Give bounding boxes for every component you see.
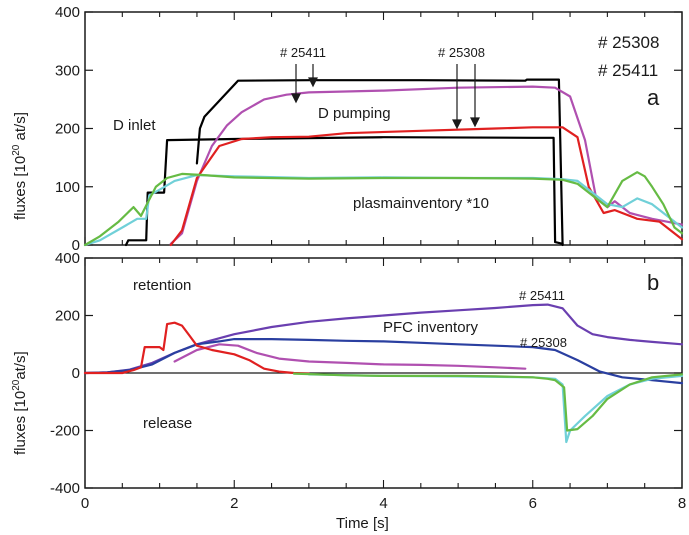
panel-b-xtick-label-4: 8	[678, 495, 686, 512]
series-label-25411: # 25411	[519, 288, 565, 303]
panel-b-ytick-label-2: 0	[72, 365, 80, 382]
shot-legend-25411: # 25411	[598, 61, 658, 80]
arrow-label-25411: # 25411	[280, 45, 326, 60]
panel-b: -400 -200 0 200 400 0 2 4 6 8 fluxes [1020at/s] T…	[11, 250, 686, 532]
annotation-release: release	[143, 415, 192, 432]
panel-b-label: b	[647, 270, 659, 295]
panel-b-xtick-label-3: 6	[529, 495, 537, 512]
annotation-plasma-inventory: plasmainventory *10	[353, 195, 489, 212]
panel-b-series-line-4	[307, 373, 684, 444]
panel-a: 0 100 200 300 400 fluxes [1020 at/s] a # 253…	[11, 4, 684, 254]
arrow-label-25308: # 25308	[438, 45, 485, 60]
panel-a-ytick-label-0: 0	[72, 237, 80, 254]
panel-b-series-line-3	[83, 321, 310, 375]
panel-a-series-line-2	[169, 85, 684, 245]
panel-a-series-line-0	[124, 136, 564, 247]
annotation-d-pumping: D pumping	[318, 105, 391, 122]
arrow-25411-right-head	[308, 77, 318, 88]
panel-a-label: a	[647, 85, 660, 110]
series-label-25308: # 25308	[520, 335, 567, 350]
arrow-25308-left-head	[452, 119, 462, 130]
panel-a-ytick-label-1: 100	[55, 179, 80, 196]
arrow-25308-right-head	[470, 117, 480, 128]
panel-b-series-line-0	[83, 303, 684, 375]
panel-b-xtick-label-0: 0	[81, 495, 89, 512]
annotation-arrows	[291, 64, 480, 130]
panel-b-ytick-label-1: -200	[50, 423, 80, 440]
shot-legend-25308: # 25308	[598, 33, 659, 52]
panel-a-ytick-label-4: 400	[55, 4, 80, 21]
annotation-d-inlet: D inlet	[113, 117, 156, 134]
panel-a-ytick-label-2: 200	[55, 121, 80, 138]
panel-b-ytick-label-4: 400	[55, 250, 80, 267]
panel-b-series-line-5	[292, 372, 684, 432]
panel-b-xtick-label-1: 2	[230, 495, 238, 512]
annotation-retention: retention	[133, 277, 191, 294]
panel-a-series-line-1	[195, 78, 564, 247]
panel-b-ytick-label-3: 200	[55, 308, 80, 325]
x-axis-label: Time [s]	[336, 515, 389, 532]
panel-a-series-line-5	[83, 171, 684, 247]
panel-a-ylabel: fluxes [1020 at/s]	[11, 112, 29, 220]
panel-b-ytick-label-0: -400	[50, 480, 80, 497]
annotation-pfc-inventory: PFC inventory	[383, 319, 479, 336]
panel-b-xtick-label-2: 4	[379, 495, 387, 512]
panel-b-series-line-1	[83, 338, 684, 385]
panel-b-ylabel: fluxes [1020at/s]	[11, 351, 29, 455]
panel-a-series-line-3	[169, 126, 684, 247]
panel-a-ytick-label-3: 300	[55, 62, 80, 79]
panel-b-series-line-2	[173, 343, 527, 370]
arrow-25411-left-head	[291, 93, 301, 104]
